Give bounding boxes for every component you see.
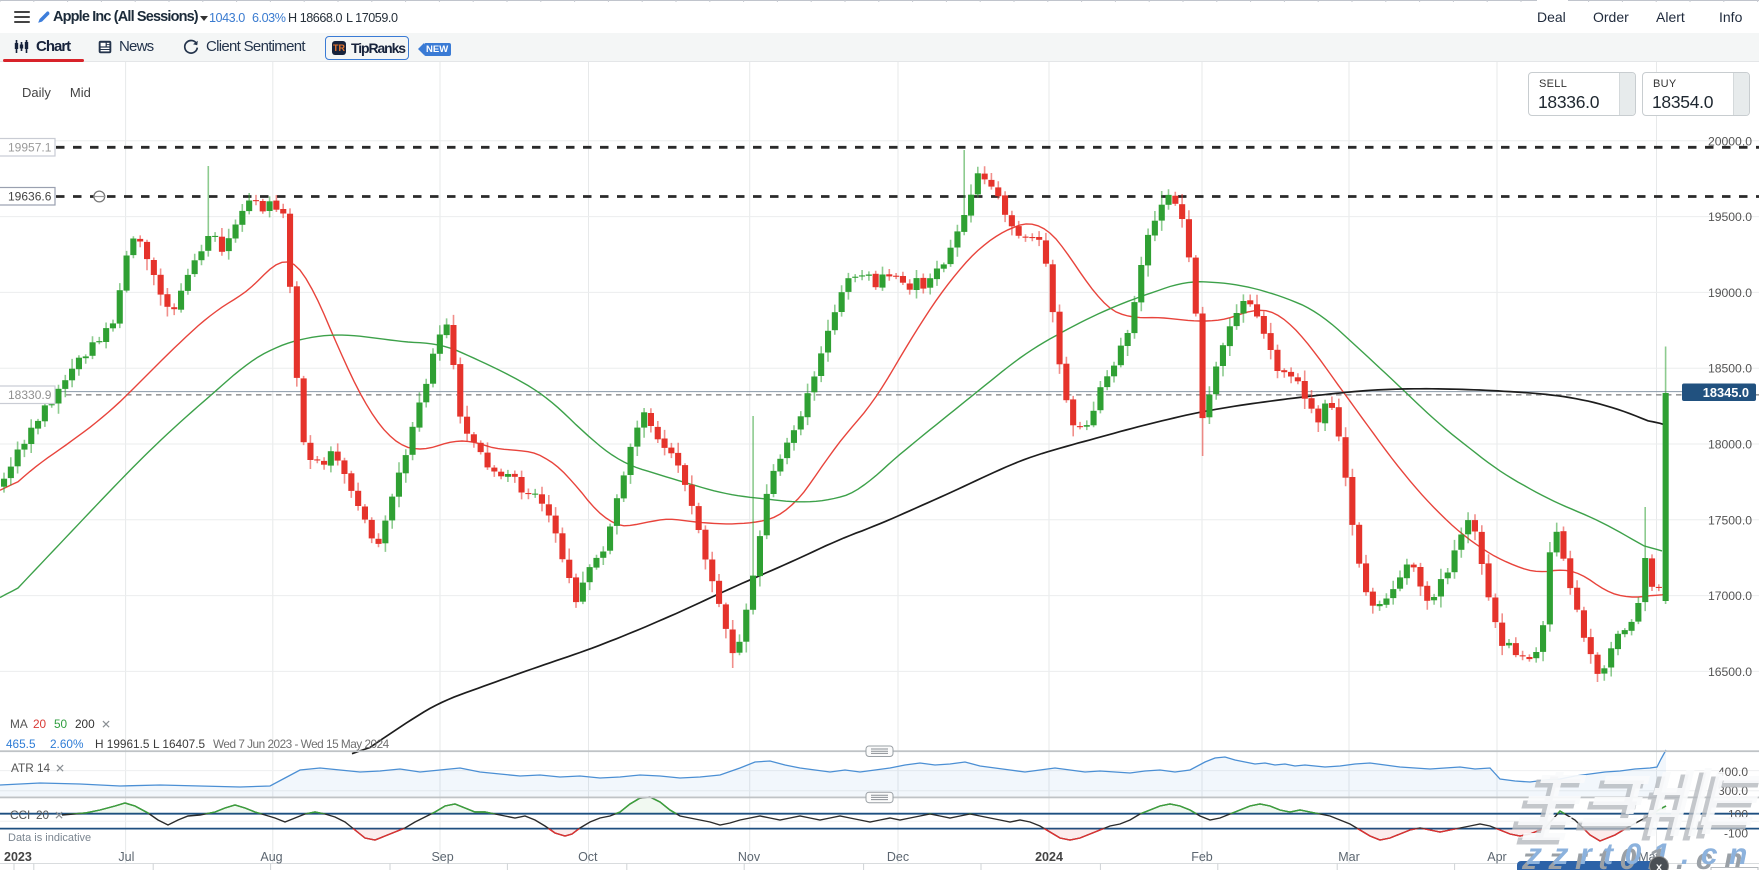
svg-text:Sep: Sep	[431, 850, 453, 864]
svg-text:400.0: 400.0	[1718, 765, 1748, 779]
svg-text:20000.0: 20000.0	[1708, 134, 1752, 148]
svg-text:✕: ✕	[54, 809, 64, 823]
svg-text:Oct: Oct	[578, 850, 598, 864]
svg-text:zzrt01.cn: zzrt01.cn	[1521, 843, 1754, 870]
svg-text:2.60%: 2.60%	[50, 737, 84, 751]
svg-text:Aug: Aug	[260, 850, 282, 864]
svg-text:19000.0: 19000.0	[1708, 286, 1752, 300]
svg-text:50: 50	[54, 717, 68, 731]
svg-text:CCI: CCI	[10, 808, 30, 822]
svg-text:19636.6: 19636.6	[8, 190, 52, 204]
svg-text:20: 20	[33, 717, 47, 731]
svg-text:Data is indicative: Data is indicative	[8, 832, 91, 844]
svg-text:18500.0: 18500.0	[1708, 362, 1752, 376]
svg-text:2024: 2024	[1035, 850, 1063, 864]
svg-text:20: 20	[36, 808, 50, 822]
svg-text:Wed 7 Jun 2023 - Wed 15 May 20: Wed 7 Jun 2023 - Wed 15 May 2024	[213, 737, 390, 751]
svg-text:19957.1: 19957.1	[8, 141, 52, 155]
svg-text:-100: -100	[1724, 827, 1748, 841]
svg-text:ATR: ATR	[11, 761, 34, 775]
svg-text:18330.9: 18330.9	[8, 388, 52, 402]
svg-text:Apr: Apr	[1487, 850, 1506, 864]
svg-text:Mar: Mar	[1338, 850, 1360, 864]
svg-text:✕: ✕	[55, 762, 65, 776]
svg-text:MA: MA	[10, 717, 28, 731]
svg-text:16500.0: 16500.0	[1708, 665, 1752, 679]
svg-text:Jul: Jul	[118, 850, 134, 864]
svg-text:2023: 2023	[4, 850, 32, 864]
svg-text:Nov: Nov	[738, 850, 761, 864]
svg-text:✕: ✕	[101, 718, 111, 732]
svg-text:Dec: Dec	[887, 850, 909, 864]
svg-text:Feb: Feb	[1191, 850, 1213, 864]
svg-text:x: x	[1656, 862, 1663, 870]
svg-text:200: 200	[75, 717, 95, 731]
svg-text:19500.0: 19500.0	[1708, 210, 1752, 224]
svg-text:465.5: 465.5	[6, 737, 36, 751]
svg-text:18000.0: 18000.0	[1708, 438, 1752, 452]
svg-text:zzrt01.cn: zzrt01.cn	[1526, 838, 1759, 870]
svg-text:14: 14	[37, 761, 51, 775]
svg-text:17500.0: 17500.0	[1708, 513, 1752, 527]
svg-text:17000.0: 17000.0	[1708, 589, 1752, 603]
svg-text:L 16407.5: L 16407.5	[153, 737, 205, 751]
svg-text:H 19961.5: H 19961.5	[95, 737, 150, 751]
svg-text:18345.0: 18345.0	[1703, 385, 1749, 400]
